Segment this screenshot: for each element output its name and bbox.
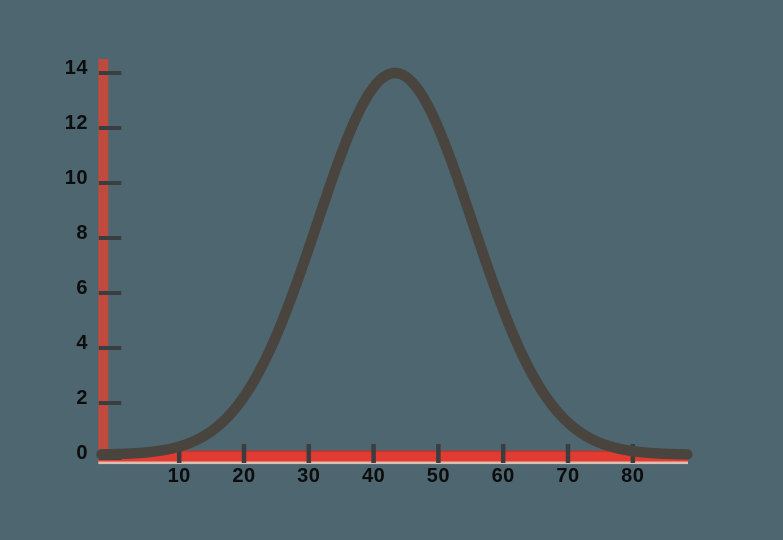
x-tick-label: 80 [621, 465, 645, 487]
x-tick-label: 20 [232, 465, 256, 487]
x-axis-underline [98, 461, 689, 465]
y-tick-label: 4 [76, 332, 88, 354]
x-tick-label: 30 [297, 465, 321, 487]
x-tick [306, 444, 312, 463]
y-tick [98, 71, 122, 75]
y-tick-label: 14 [64, 57, 88, 79]
x-tick-label: 60 [491, 465, 515, 487]
x-tick [565, 444, 571, 463]
x-tick [371, 444, 376, 463]
x-tick [241, 444, 247, 463]
y-tick-label: 0 [76, 442, 88, 464]
x-tick-label: 70 [556, 465, 580, 487]
y-tick-label: 6 [76, 277, 88, 299]
y-tick [98, 181, 122, 185]
y-tick [98, 126, 122, 130]
y-tick-label: 12 [64, 112, 88, 134]
y-tick [98, 346, 122, 350]
curve-path [96, 67, 693, 460]
y-tick [98, 401, 122, 405]
y-tick-label: 8 [76, 222, 88, 244]
y-tick [98, 291, 122, 295]
x-tick [436, 444, 441, 463]
y-tick-label: 2 [76, 387, 88, 409]
x-tick [500, 444, 506, 463]
x-tick [176, 444, 182, 463]
y-tick [98, 236, 122, 240]
x-axis-line [98, 450, 689, 462]
x-tick-label: 10 [167, 465, 191, 487]
x-axis-top-edge [98, 450, 689, 453]
x-tick-label: 50 [426, 465, 451, 487]
y-axis-line [98, 59, 109, 463]
y-tick-label: 10 [64, 167, 88, 189]
x-tick-label: 40 [361, 465, 386, 487]
